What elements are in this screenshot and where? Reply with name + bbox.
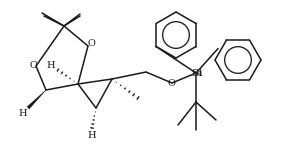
Text: O: O <box>29 61 37 69</box>
Text: O: O <box>87 39 95 48</box>
Text: H: H <box>88 131 96 139</box>
Text: H: H <box>47 61 55 69</box>
Text: H: H <box>19 108 27 118</box>
Polygon shape <box>27 90 46 109</box>
Text: O: O <box>167 80 175 89</box>
Text: Si: Si <box>191 69 203 79</box>
